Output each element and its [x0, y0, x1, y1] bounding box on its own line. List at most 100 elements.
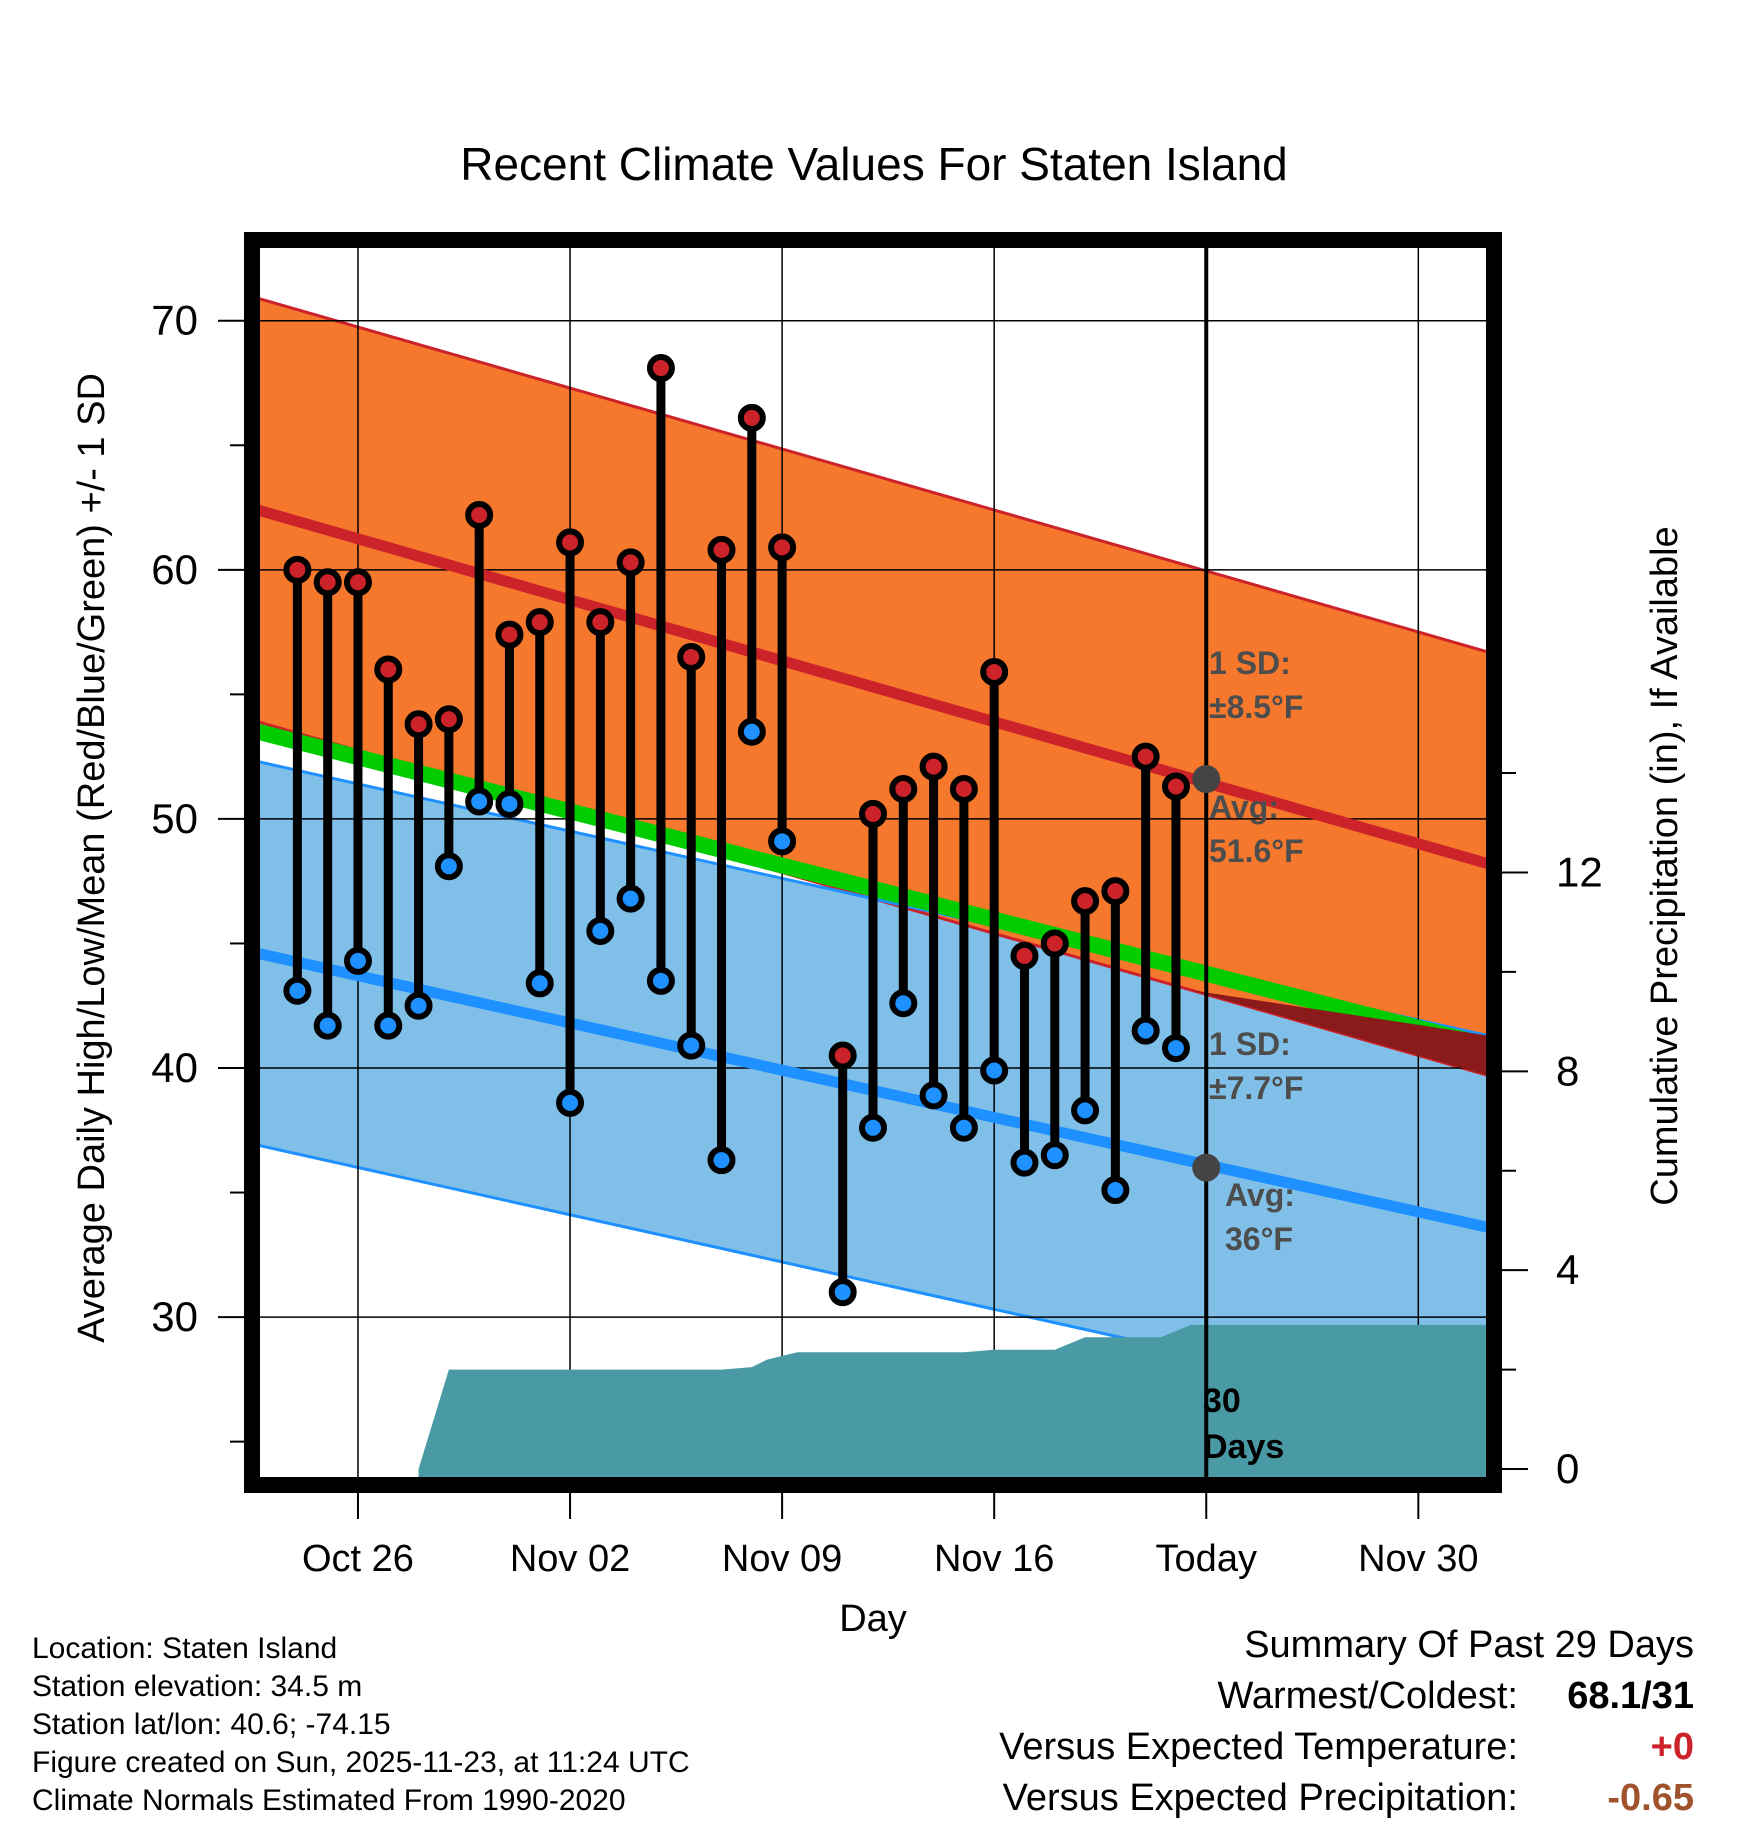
daily-low-point	[949, 1113, 978, 1142]
daily-high-point	[586, 608, 615, 637]
daily-high-point	[343, 568, 372, 597]
daily-high-point	[556, 528, 585, 557]
daily-high-point	[980, 657, 1009, 686]
low-sd-label: 1 SD:	[1209, 1026, 1291, 1062]
daily-low-point	[1040, 1141, 1069, 1170]
daily-low-point	[707, 1146, 736, 1175]
created-text: Figure created on Sun, 2025-11-23, at 11…	[32, 1746, 690, 1779]
precip-value: -0.65	[1607, 1777, 1694, 1819]
daily-low-point	[465, 787, 494, 816]
y-left-tick-label: 50	[151, 795, 198, 842]
today-high-avg-marker	[1192, 765, 1221, 794]
y-left-tick-label: 30	[151, 1293, 198, 1340]
temp-value: +0	[1650, 1726, 1694, 1768]
daily-high-point	[768, 533, 797, 562]
daily-high-point	[949, 775, 978, 804]
y-right-axis-label: Cumulative Precipitation (in), If Availa…	[1644, 526, 1686, 1205]
daily-high-point	[374, 655, 403, 684]
daily-high-point	[1101, 877, 1130, 906]
daily-high-point	[495, 620, 524, 649]
high-avg-line	[258, 504, 1488, 870]
daily-low-point	[828, 1278, 857, 1307]
x-tick-label: Nov 02	[510, 1538, 630, 1580]
daily-high-point	[828, 1041, 857, 1070]
daily-high-point	[525, 608, 554, 637]
station-info: Location: Staten Island Station elevatio…	[32, 1630, 690, 1820]
summary-title: Summary Of Past 29 Days	[1244, 1624, 1694, 1666]
daily-low-point	[1071, 1096, 1100, 1125]
summary-panel: Summary Of Past 29 Days Warmest/Coldest:…	[999, 1620, 1694, 1824]
daily-low-point	[737, 717, 766, 746]
high-avg-value: 51.6°F	[1209, 833, 1304, 869]
mean-high-overlap	[1191, 990, 1488, 1076]
latlon-text: Station lat/lon: 40.6; -74.15	[32, 1708, 391, 1741]
y-right-tick-label: 0	[1556, 1445, 1579, 1492]
normals-text: Climate Normals Estimated From 1990-2020	[32, 1784, 626, 1817]
daily-high-point	[465, 501, 494, 530]
low-avg-value: 36°F	[1225, 1221, 1293, 1257]
daily-high-point	[283, 555, 312, 584]
summary-precip-row: Versus Expected Precipitation: -0.65	[999, 1773, 1694, 1824]
daily-high-point	[677, 643, 706, 671]
daily-high-point	[1040, 929, 1069, 958]
daily-low-point	[556, 1088, 585, 1117]
high-avg-label: Avg:	[1209, 789, 1279, 825]
daily-low-point	[677, 1031, 706, 1060]
daily-high-point	[1071, 887, 1100, 916]
daily-high-point	[434, 705, 463, 734]
low-avg-label: Avg:	[1225, 1177, 1295, 1213]
precip-area	[418, 1324, 1488, 1479]
daily-low-point	[616, 884, 645, 913]
location-text: Location: Staten Island	[32, 1632, 338, 1665]
daily-low-point	[525, 969, 554, 998]
x-axis-label: Day	[839, 1598, 907, 1640]
plot-area	[258, 246, 1488, 1479]
plot-frame	[244, 232, 1502, 1493]
x-tick-label: Nov 16	[934, 1538, 1054, 1580]
daily-low-point	[1010, 1148, 1039, 1177]
x-tick-label: Today	[1156, 1538, 1257, 1580]
daily-low-point	[1131, 1016, 1160, 1045]
summary-warmest-coldest-row: Warmest/Coldest: 68.1/31	[999, 1671, 1694, 1722]
daily-high-point	[404, 710, 433, 739]
y-right-tick-label: 4	[1556, 1246, 1579, 1293]
daily-high-point	[313, 568, 342, 597]
chart-title: Recent Climate Values For Staten Island	[460, 138, 1288, 190]
daily-high-point	[737, 403, 766, 432]
high-sd-value: ±8.5°F	[1209, 689, 1303, 725]
days-word-label: Days	[1203, 1428, 1284, 1466]
x-tick-label: Nov 30	[1358, 1538, 1478, 1580]
y-left-tick-label: 40	[151, 1044, 198, 1091]
summary-temp-row: Versus Expected Temperature: +0	[999, 1722, 1694, 1773]
y-left-tick-label: 70	[151, 297, 198, 344]
today-low-avg-marker	[1192, 1153, 1221, 1182]
daily-low-point	[889, 989, 918, 1018]
daily-low-point	[404, 991, 433, 1020]
daily-high-point	[616, 548, 645, 577]
daily-high-point	[919, 752, 948, 781]
warmest-coldest-value: 68.1/31	[1567, 1675, 1694, 1717]
daily-low-point	[586, 917, 615, 945]
low-sd-value: ±7.7°F	[1209, 1070, 1303, 1106]
y-left-tick-label: 60	[151, 546, 198, 593]
daily-low-point	[313, 1011, 342, 1040]
high-sd-label: 1 SD:	[1209, 645, 1291, 681]
y-left-axis-label: Average Daily High/Low/Mean (Red/Blue/Gr…	[71, 373, 113, 1343]
daily-high-point	[1010, 941, 1039, 970]
daily-low-point	[495, 789, 524, 818]
y-right-tick-label: 12	[1556, 848, 1603, 895]
daily-high-point	[889, 775, 918, 804]
elevation-text: Station elevation: 34.5 m	[32, 1670, 363, 1703]
x-tick-label: Oct 26	[302, 1538, 414, 1580]
daily-high-point	[1131, 742, 1160, 771]
x-tick-label: Nov 09	[722, 1538, 842, 1580]
daily-low-point	[646, 966, 675, 995]
daily-high-point	[707, 535, 736, 564]
y-right-tick-label: 8	[1556, 1047, 1579, 1094]
daily-low-point	[980, 1056, 1009, 1085]
high-upper-edge	[258, 296, 1488, 654]
daily-low-point	[283, 976, 312, 1005]
daily-high-point	[859, 799, 887, 828]
daily-low-point	[1161, 1034, 1190, 1063]
